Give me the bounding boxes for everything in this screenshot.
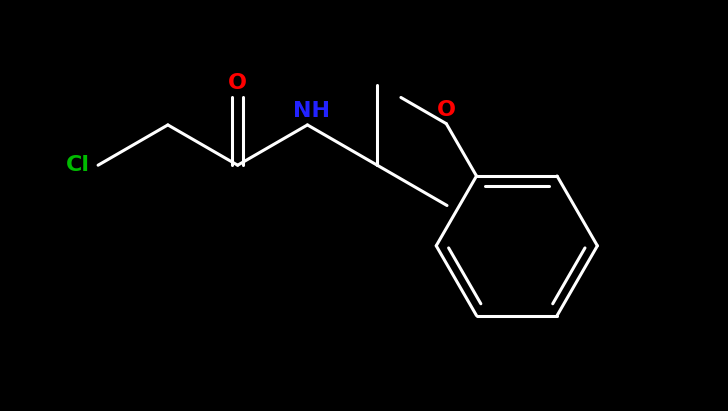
Text: NH: NH	[293, 101, 330, 121]
Text: O: O	[228, 73, 247, 93]
Text: O: O	[437, 99, 456, 120]
Text: Cl: Cl	[66, 155, 90, 175]
